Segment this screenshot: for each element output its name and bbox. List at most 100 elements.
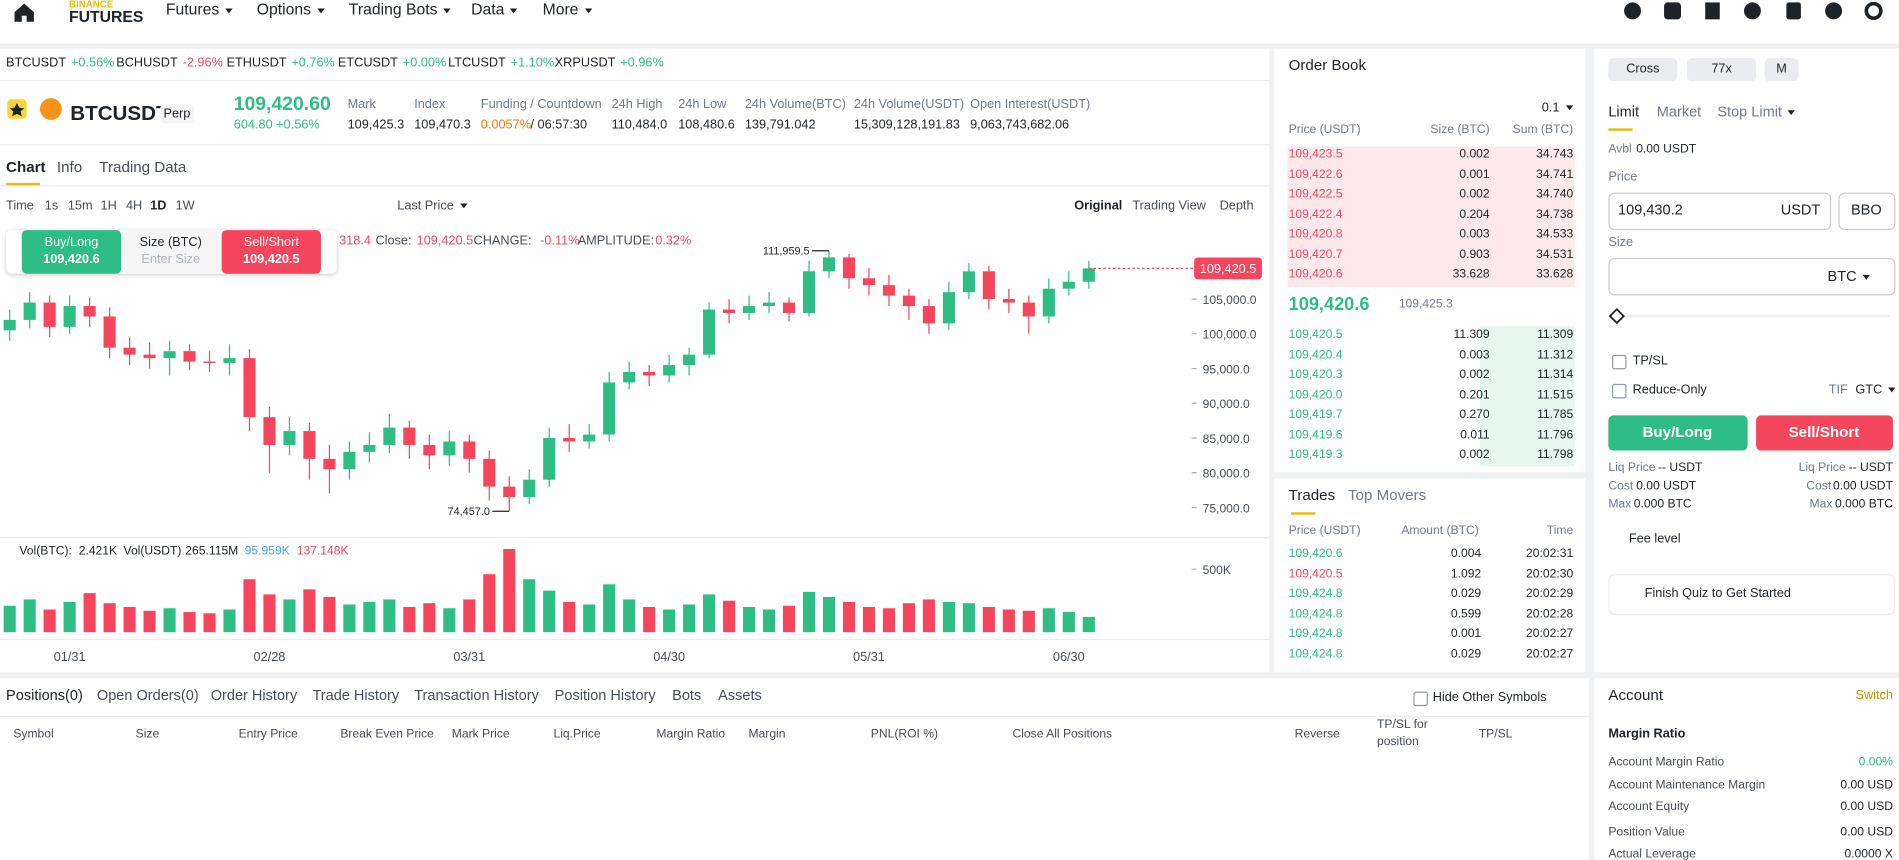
interval[interactable]: 1H	[100, 198, 117, 214]
volume-bar	[3, 605, 16, 633]
order-book-cell: 11.309	[1537, 328, 1574, 342]
column-header: Entry Price	[238, 727, 298, 742]
order-type[interactable]: Stop Limit	[1717, 102, 1795, 121]
order-book-cell: 0.002	[1459, 147, 1490, 162]
volume-legend: Vol(USDT)	[123, 544, 182, 559]
tab[interactable]: Trades	[1288, 486, 1336, 504]
tab[interactable]: Open Orders(0)	[96, 686, 199, 704]
precision[interactable]: 0.1	[1542, 98, 1573, 117]
ticker-symbol: ETHUSDT	[226, 55, 287, 71]
order-book-cell: 109,419.7	[1288, 408, 1343, 422]
fee-level[interactable]: Fee level	[1628, 531, 1681, 547]
tab[interactable]: Assets	[718, 686, 762, 704]
volume-bar	[463, 599, 476, 633]
view[interactable]: Trading View	[1132, 198, 1206, 214]
sell-button[interactable]	[1756, 415, 1893, 451]
volume-bar	[1062, 612, 1075, 633]
ohlc: AMPLITUDE:	[577, 233, 655, 249]
info-label: Liq Price	[1608, 461, 1656, 475]
info-value: 0.00 USDT	[1636, 479, 1697, 493]
ticker[interactable]: BCHUSDT -2.96%	[116, 53, 223, 72]
volume-bar	[123, 606, 136, 633]
mid-price: 109,420.6	[1288, 294, 1370, 315]
view[interactable]: Depth	[1219, 198, 1254, 214]
divider	[0, 144, 1270, 146]
interval[interactable]: 1W	[175, 198, 195, 214]
candle-body	[922, 306, 935, 324]
nav-menu[interactable]: More	[543, 0, 592, 19]
ticker[interactable]: BTCUSDT +0.56%	[6, 53, 114, 72]
margin-button[interactable]	[1687, 58, 1757, 82]
price-source[interactable]: Last Price	[397, 196, 467, 215]
bbo-button[interactable]	[1838, 192, 1896, 231]
home-icon[interactable]	[12, 1, 36, 23]
ticker[interactable]: LTCUSDT +1.10%	[448, 53, 554, 72]
size-input[interactable]	[122, 230, 221, 274]
volume-bar	[23, 599, 36, 633]
candle-body	[583, 434, 596, 442]
order-type[interactable]: Limit	[1608, 102, 1640, 120]
checkbox[interactable]	[1413, 691, 1428, 707]
order-type[interactable]: Market	[1656, 102, 1702, 120]
tab[interactable]: Positions(0)	[6, 686, 83, 704]
nav-menu[interactable]: Futures	[166, 0, 233, 19]
margin-button[interactable]	[1608, 58, 1678, 82]
candle-body	[1002, 299, 1015, 303]
tab[interactable]: Position History	[554, 686, 656, 704]
tab[interactable]: Trading Data	[99, 158, 187, 176]
candle-body	[503, 486, 516, 498]
checkbox[interactable]	[1611, 354, 1627, 370]
nav-menu[interactable]: Trading Bots	[349, 0, 451, 19]
tab[interactable]: Order History	[210, 686, 298, 704]
ticker[interactable]: ETHUSDT +0.76%	[226, 53, 334, 72]
stat-label: Index	[414, 96, 446, 112]
account-panel	[1593, 678, 1899, 860]
buy-button[interactable]	[21, 230, 122, 274]
stat-value: 108,480.6	[678, 117, 735, 133]
volume-bar	[83, 593, 96, 633]
tab[interactable]: Bots	[672, 686, 702, 704]
nav-menu[interactable]: Data	[471, 0, 518, 19]
margin-button[interactable]	[1764, 58, 1799, 82]
tab[interactable]: Info	[56, 158, 83, 176]
bbo[interactable]: BBO	[1850, 201, 1882, 218]
order-book-cell: 34.531	[1536, 247, 1574, 261]
stat-label: Mark	[347, 96, 376, 112]
ticker[interactable]: XRPUSDT +0.96%	[555, 53, 664, 72]
tab[interactable]: Top Movers	[1347, 486, 1427, 504]
view[interactable]: Original	[1074, 198, 1123, 214]
volume-bar	[743, 606, 756, 633]
ticker[interactable]: ETCUSDT +0.00%	[338, 53, 446, 72]
quiz[interactable]: Finish Quiz to Get Started	[1644, 586, 1791, 601]
order-book-cell: 11.515	[1537, 388, 1574, 402]
order-book-cell: 0.204	[1459, 207, 1490, 222]
volume-bar	[503, 549, 516, 633]
interval[interactable]: 1D	[150, 198, 167, 214]
candle-body	[723, 309, 736, 313]
checkbox[interactable]	[1611, 383, 1627, 399]
low-label: 74,457.0	[448, 506, 490, 518]
tab[interactable]: Chart	[6, 158, 46, 176]
interval[interactable]: 4H	[125, 198, 143, 214]
margin-label: 77x	[1711, 61, 1732, 77]
size-input[interactable]	[1608, 257, 1896, 296]
quiz-card[interactable]	[1608, 574, 1896, 616]
interval[interactable]: 15m	[67, 198, 93, 214]
tab[interactable]: Trade History	[312, 686, 400, 704]
nav-menu[interactable]: Options	[257, 0, 325, 19]
volume-bar	[723, 600, 736, 633]
tif[interactable]: GTC	[1855, 380, 1895, 399]
price-input[interactable]	[1608, 192, 1832, 231]
info-value: -- USDT	[1848, 461, 1893, 475]
account-value: 0.0000 X	[1844, 847, 1893, 860]
interval[interactable]: 1s	[44, 198, 59, 214]
switch[interactable]: Switch	[1855, 687, 1893, 703]
account-label: Account Margin Ratio	[1608, 755, 1725, 770]
tab[interactable]: Transaction History	[414, 686, 539, 704]
stat-value: 9,063,743,682.06	[970, 117, 1070, 133]
buy-button[interactable]	[1608, 415, 1748, 451]
size-slider[interactable]	[1608, 306, 1894, 325]
sell-button[interactable]	[221, 230, 321, 274]
divider	[0, 185, 1270, 187]
unit[interactable]: BTC	[1828, 266, 1870, 285]
